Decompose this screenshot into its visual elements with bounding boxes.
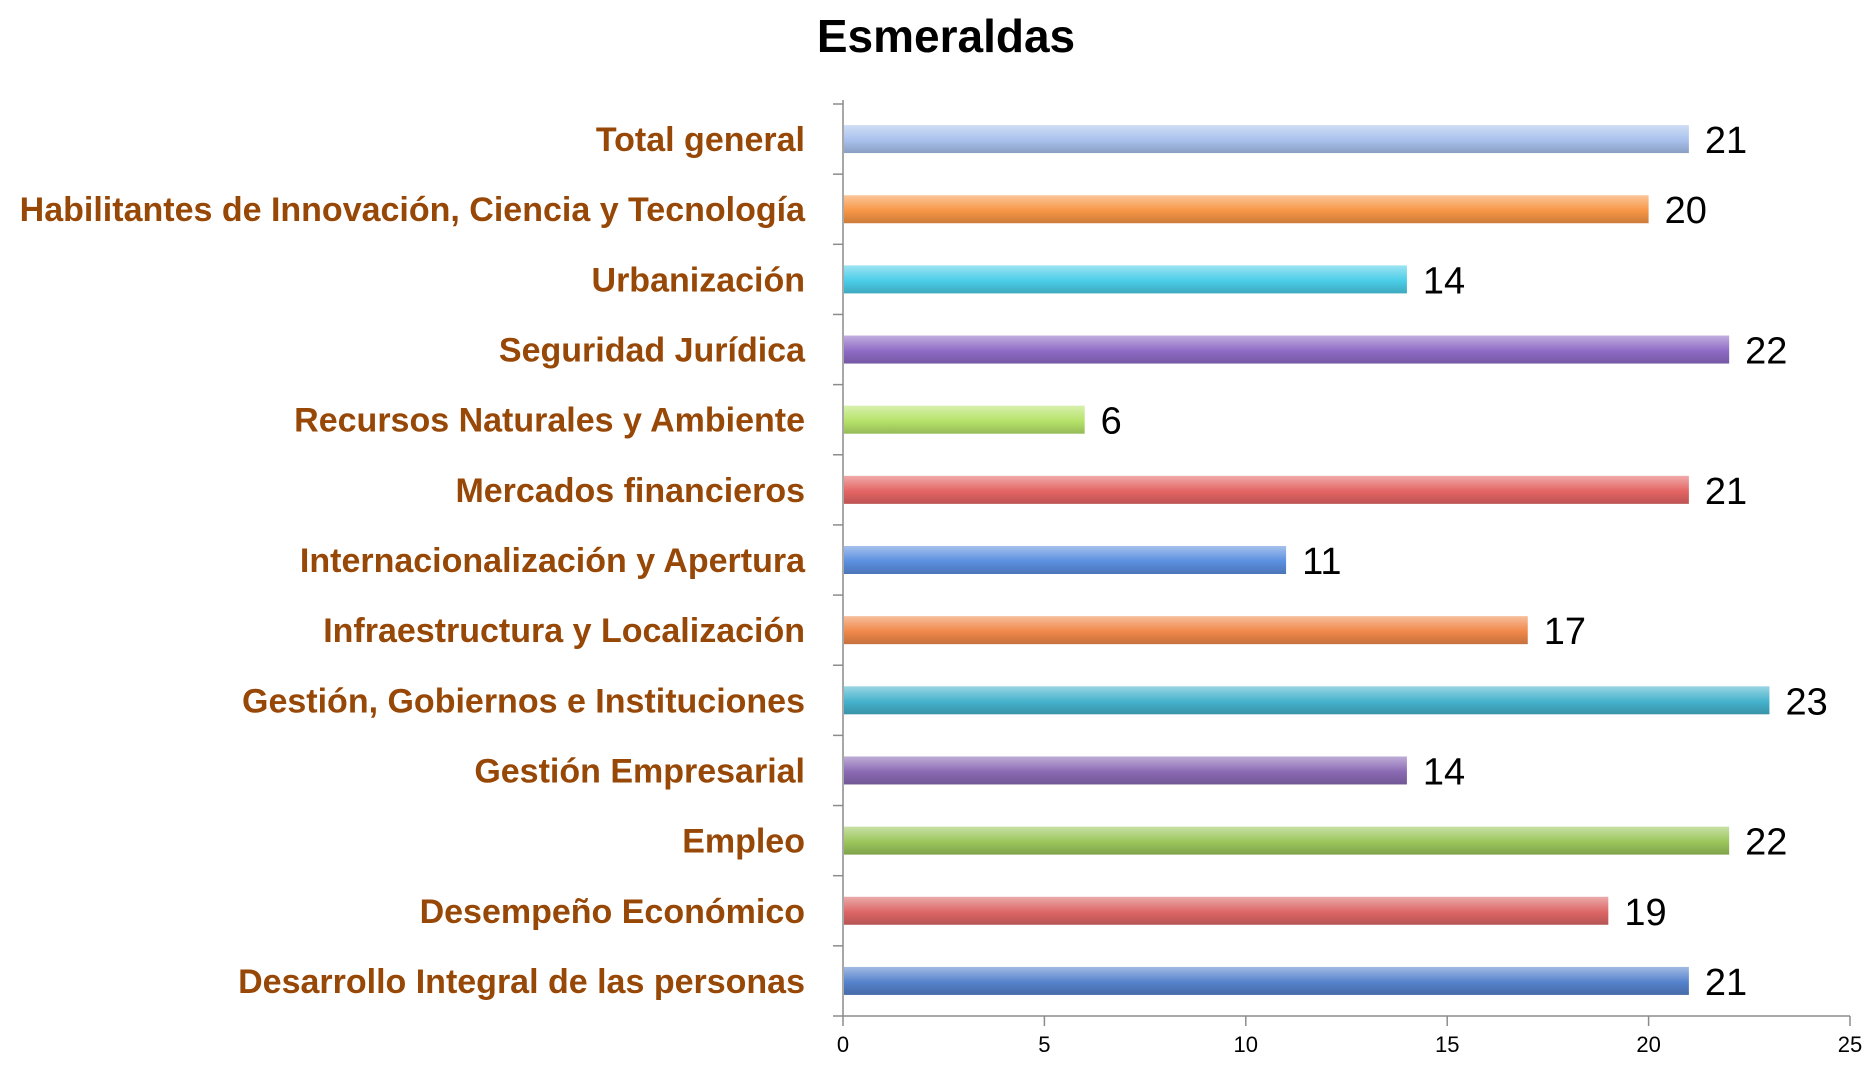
bar <box>844 897 1608 925</box>
bar <box>844 827 1729 855</box>
data-label: 22 <box>1745 822 1787 864</box>
data-label: 14 <box>1423 260 1465 302</box>
bar <box>844 686 1769 714</box>
x-tick-label: 25 <box>1838 1032 1862 1057</box>
data-label: 17 <box>1544 611 1586 653</box>
data-label: 14 <box>1423 751 1465 793</box>
category-label: Habilitantes de Innovación, Ciencia y Te… <box>20 191 806 229</box>
bar <box>844 967 1689 995</box>
bar <box>844 265 1407 293</box>
bar <box>844 476 1689 504</box>
category-label: Desarrollo Integral de las personas <box>238 963 805 1001</box>
bar <box>844 756 1407 784</box>
bar <box>844 336 1729 364</box>
x-tick-label: 20 <box>1636 1032 1660 1057</box>
data-label: 21 <box>1705 120 1747 162</box>
data-label: 21 <box>1705 962 1747 1004</box>
x-tick-label: 5 <box>1038 1032 1050 1057</box>
category-label: Desempeño Económico <box>420 893 805 931</box>
plot-area: 0 5 10 15 20 25 Total general 21 Habilitantes de… <box>20 100 1863 1057</box>
x-tick-label: 15 <box>1435 1032 1459 1057</box>
category-label: Infraestructura y Localización <box>323 612 805 650</box>
category-label: Empleo <box>682 823 805 861</box>
category-label: Total general <box>596 121 805 159</box>
bar <box>844 125 1689 153</box>
data-label: 11 <box>1302 541 1341 583</box>
category-label: Gestión, Gobiernos e Instituciones <box>242 682 805 720</box>
category-label: Gestión Empresarial <box>474 752 805 790</box>
category-label: Mercados financieros <box>455 472 805 510</box>
data-label: 6 <box>1101 401 1122 443</box>
bar <box>844 195 1649 223</box>
category-label: Seguridad Jurídica <box>499 332 806 370</box>
data-label: 23 <box>1785 681 1827 723</box>
data-label: 20 <box>1665 190 1707 232</box>
data-label: 22 <box>1745 331 1787 373</box>
chart-title: Esmeraldas <box>817 10 1075 62</box>
data-label: 21 <box>1705 471 1747 513</box>
data-label: 19 <box>1624 892 1666 934</box>
category-label: Urbanización <box>592 261 805 299</box>
x-tick-label: 10 <box>1234 1032 1258 1057</box>
category-label: Recursos Naturales y Ambiente <box>294 402 805 440</box>
bar <box>844 616 1528 644</box>
bar <box>844 406 1085 434</box>
category-label: Internacionalización y Apertura <box>300 542 806 580</box>
bar <box>844 546 1286 574</box>
x-tick-label: 0 <box>837 1032 849 1057</box>
